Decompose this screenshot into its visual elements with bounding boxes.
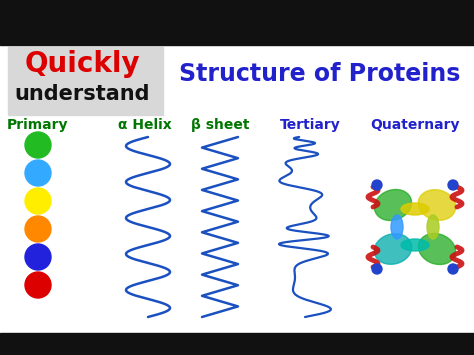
Ellipse shape (374, 190, 411, 220)
Ellipse shape (427, 215, 439, 239)
Circle shape (372, 264, 382, 274)
Circle shape (25, 244, 51, 270)
Ellipse shape (419, 234, 456, 264)
Text: α Helix: α Helix (118, 118, 172, 132)
Text: understand: understand (14, 84, 150, 104)
Ellipse shape (418, 190, 456, 220)
Circle shape (448, 264, 458, 274)
Text: Primary: Primary (7, 118, 69, 132)
Circle shape (25, 160, 51, 186)
Circle shape (25, 272, 51, 298)
Bar (0, 45, 474, 333)
Bar (0, 333, 474, 355)
Circle shape (25, 132, 51, 158)
Circle shape (372, 180, 382, 190)
Text: β sheet: β sheet (191, 118, 249, 132)
Text: Tertiary: Tertiary (280, 118, 340, 132)
Text: Structure of Proteins: Structure of Proteins (179, 62, 461, 86)
Circle shape (25, 188, 51, 214)
Circle shape (448, 180, 458, 190)
Bar (0, 0, 474, 45)
Text: Quaternary: Quaternary (370, 118, 460, 132)
Circle shape (25, 216, 51, 242)
Ellipse shape (374, 234, 412, 264)
Bar (8, 47, 163, 115)
Ellipse shape (391, 215, 403, 239)
Text: Quickly: Quickly (24, 50, 140, 78)
Ellipse shape (401, 239, 429, 251)
Ellipse shape (401, 203, 429, 215)
